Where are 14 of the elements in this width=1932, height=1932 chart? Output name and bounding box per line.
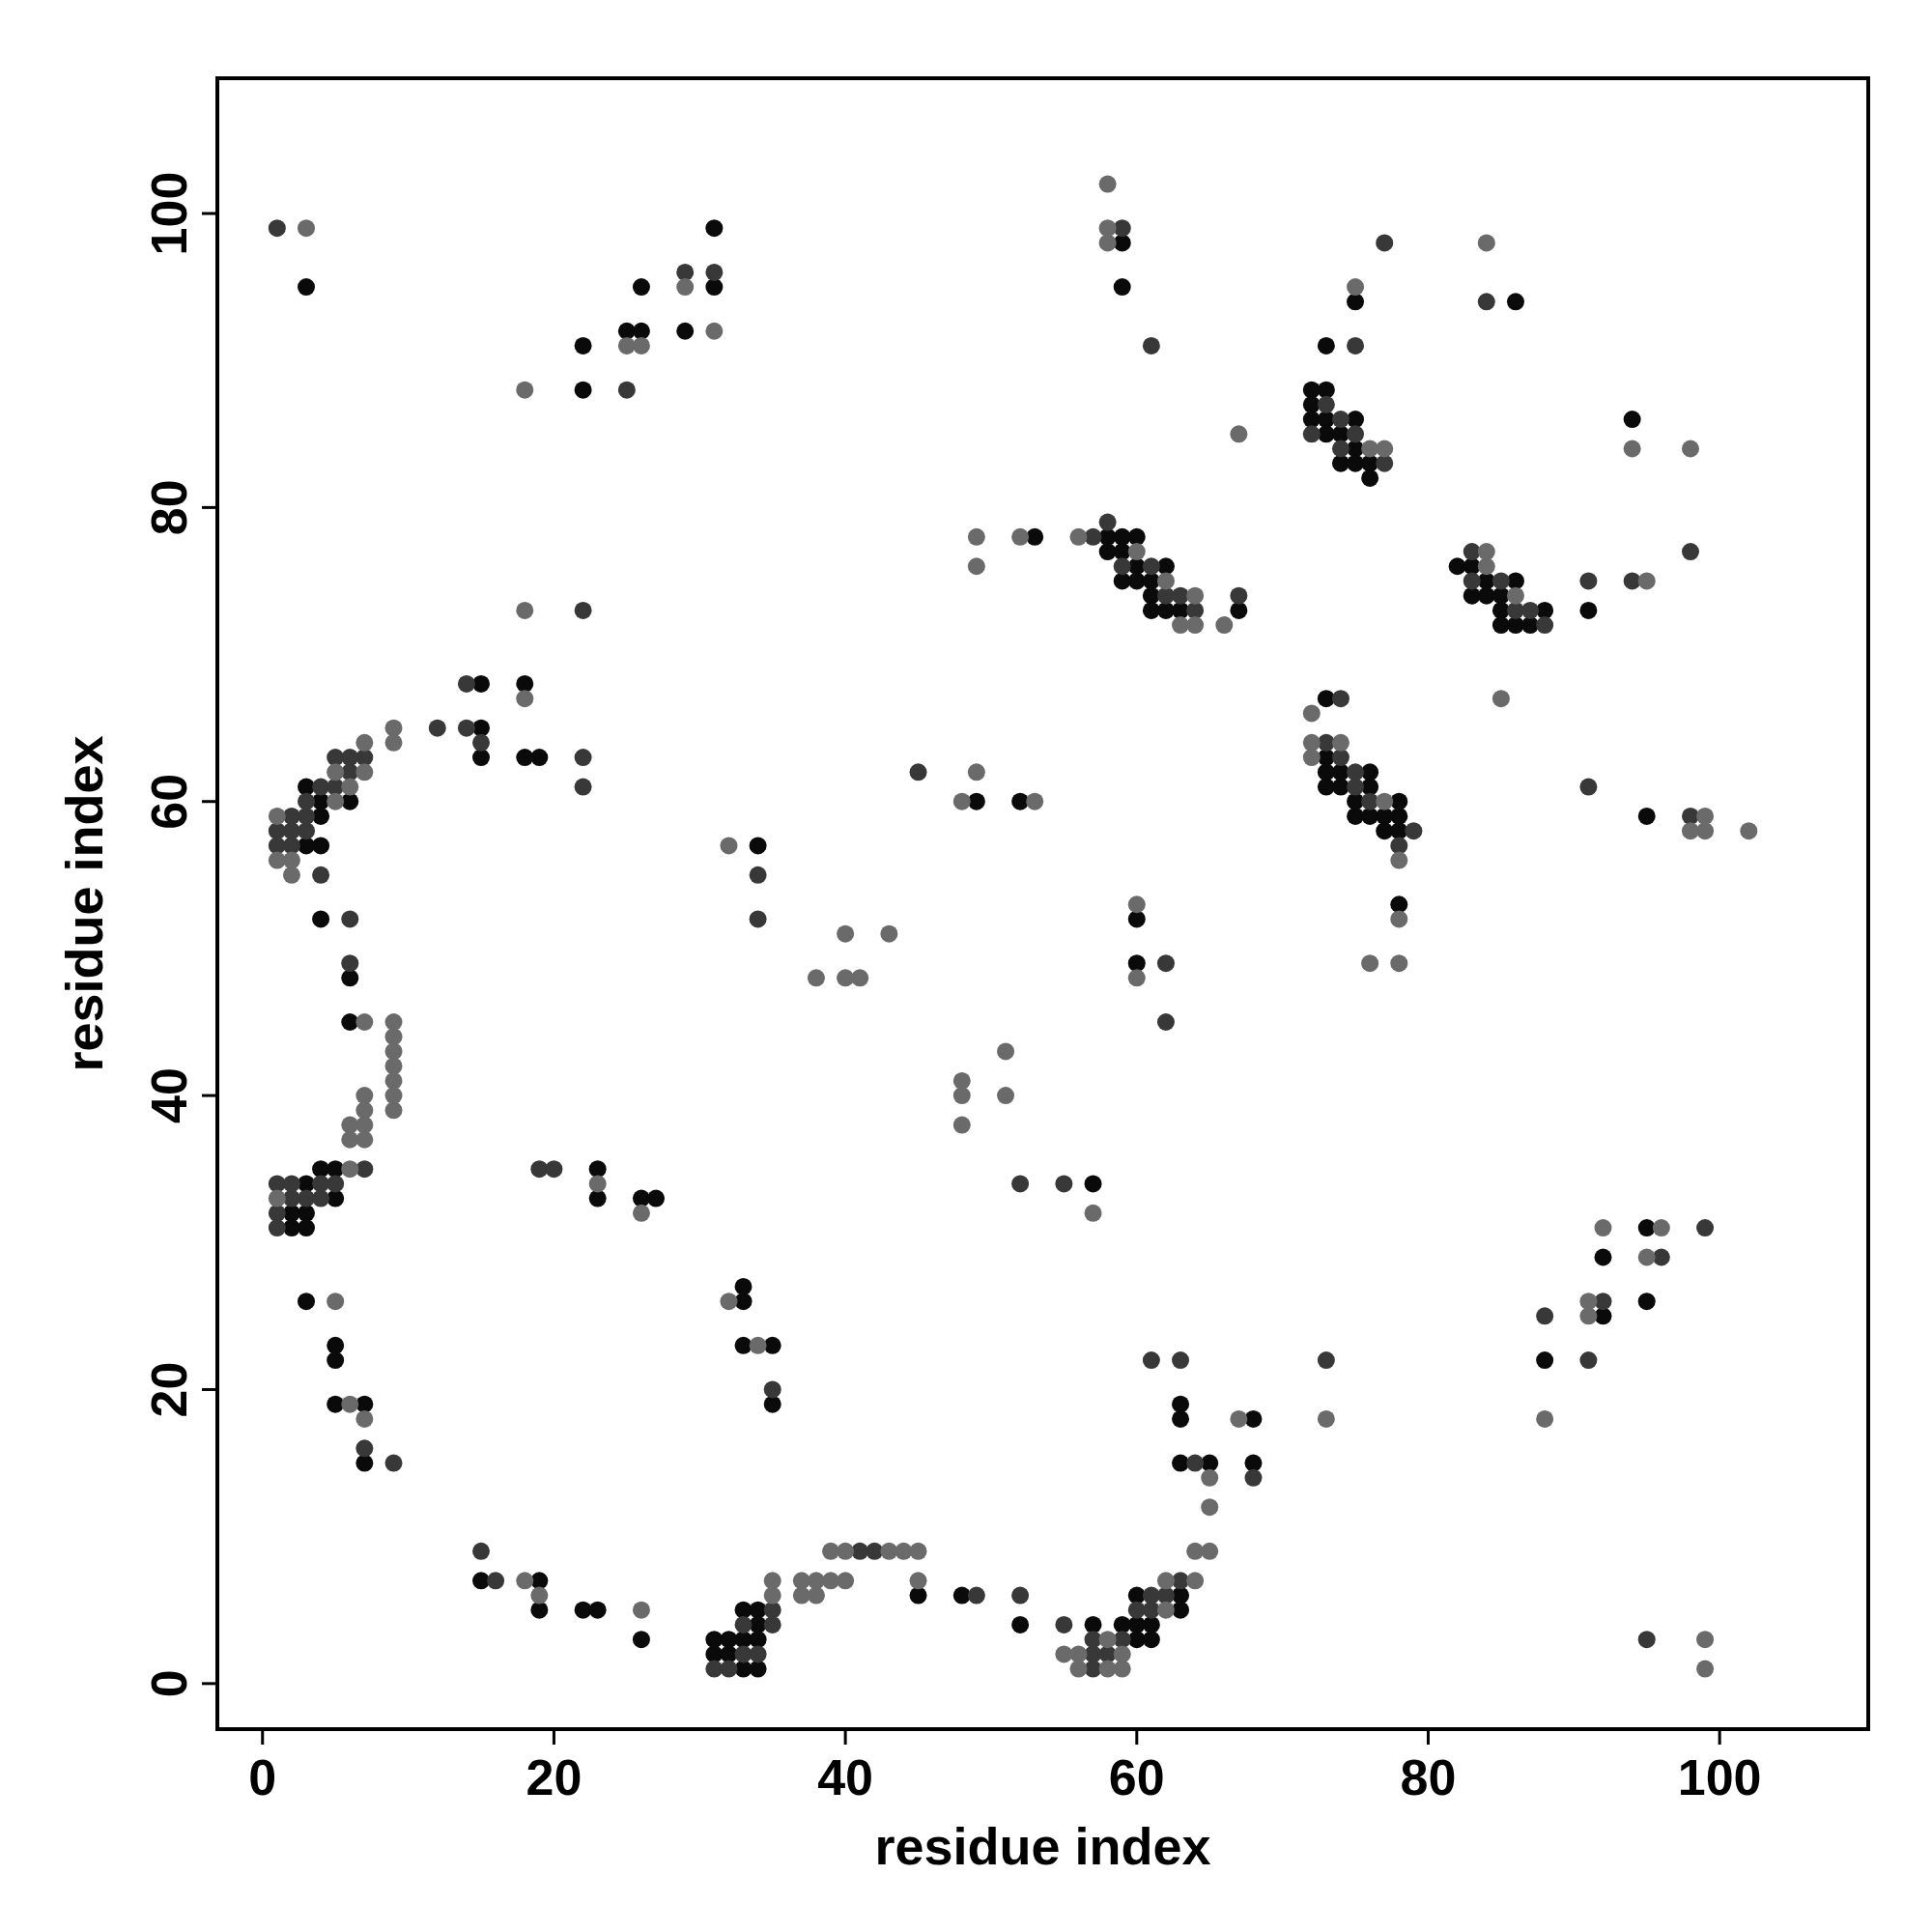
- x-tick-label: 100: [1677, 1749, 1762, 1805]
- x-tick-label: 0: [248, 1749, 277, 1805]
- y-axis-title: residue index: [55, 735, 113, 1072]
- y-tick-label: 20: [141, 1361, 197, 1418]
- x-tick-label: 80: [1400, 1749, 1457, 1805]
- x-tick-label: 40: [817, 1749, 874, 1805]
- x-tick-label: 20: [526, 1749, 582, 1805]
- y-tick-label: 0: [141, 1669, 197, 1698]
- x-tick-label: 60: [1108, 1749, 1165, 1805]
- x-axis-title: residue index: [874, 1817, 1211, 1875]
- y-tick-label: 40: [141, 1067, 197, 1124]
- y-tick-label: 60: [141, 773, 197, 830]
- y-tick-label: 100: [141, 171, 197, 256]
- y-tick-label: 80: [141, 479, 197, 536]
